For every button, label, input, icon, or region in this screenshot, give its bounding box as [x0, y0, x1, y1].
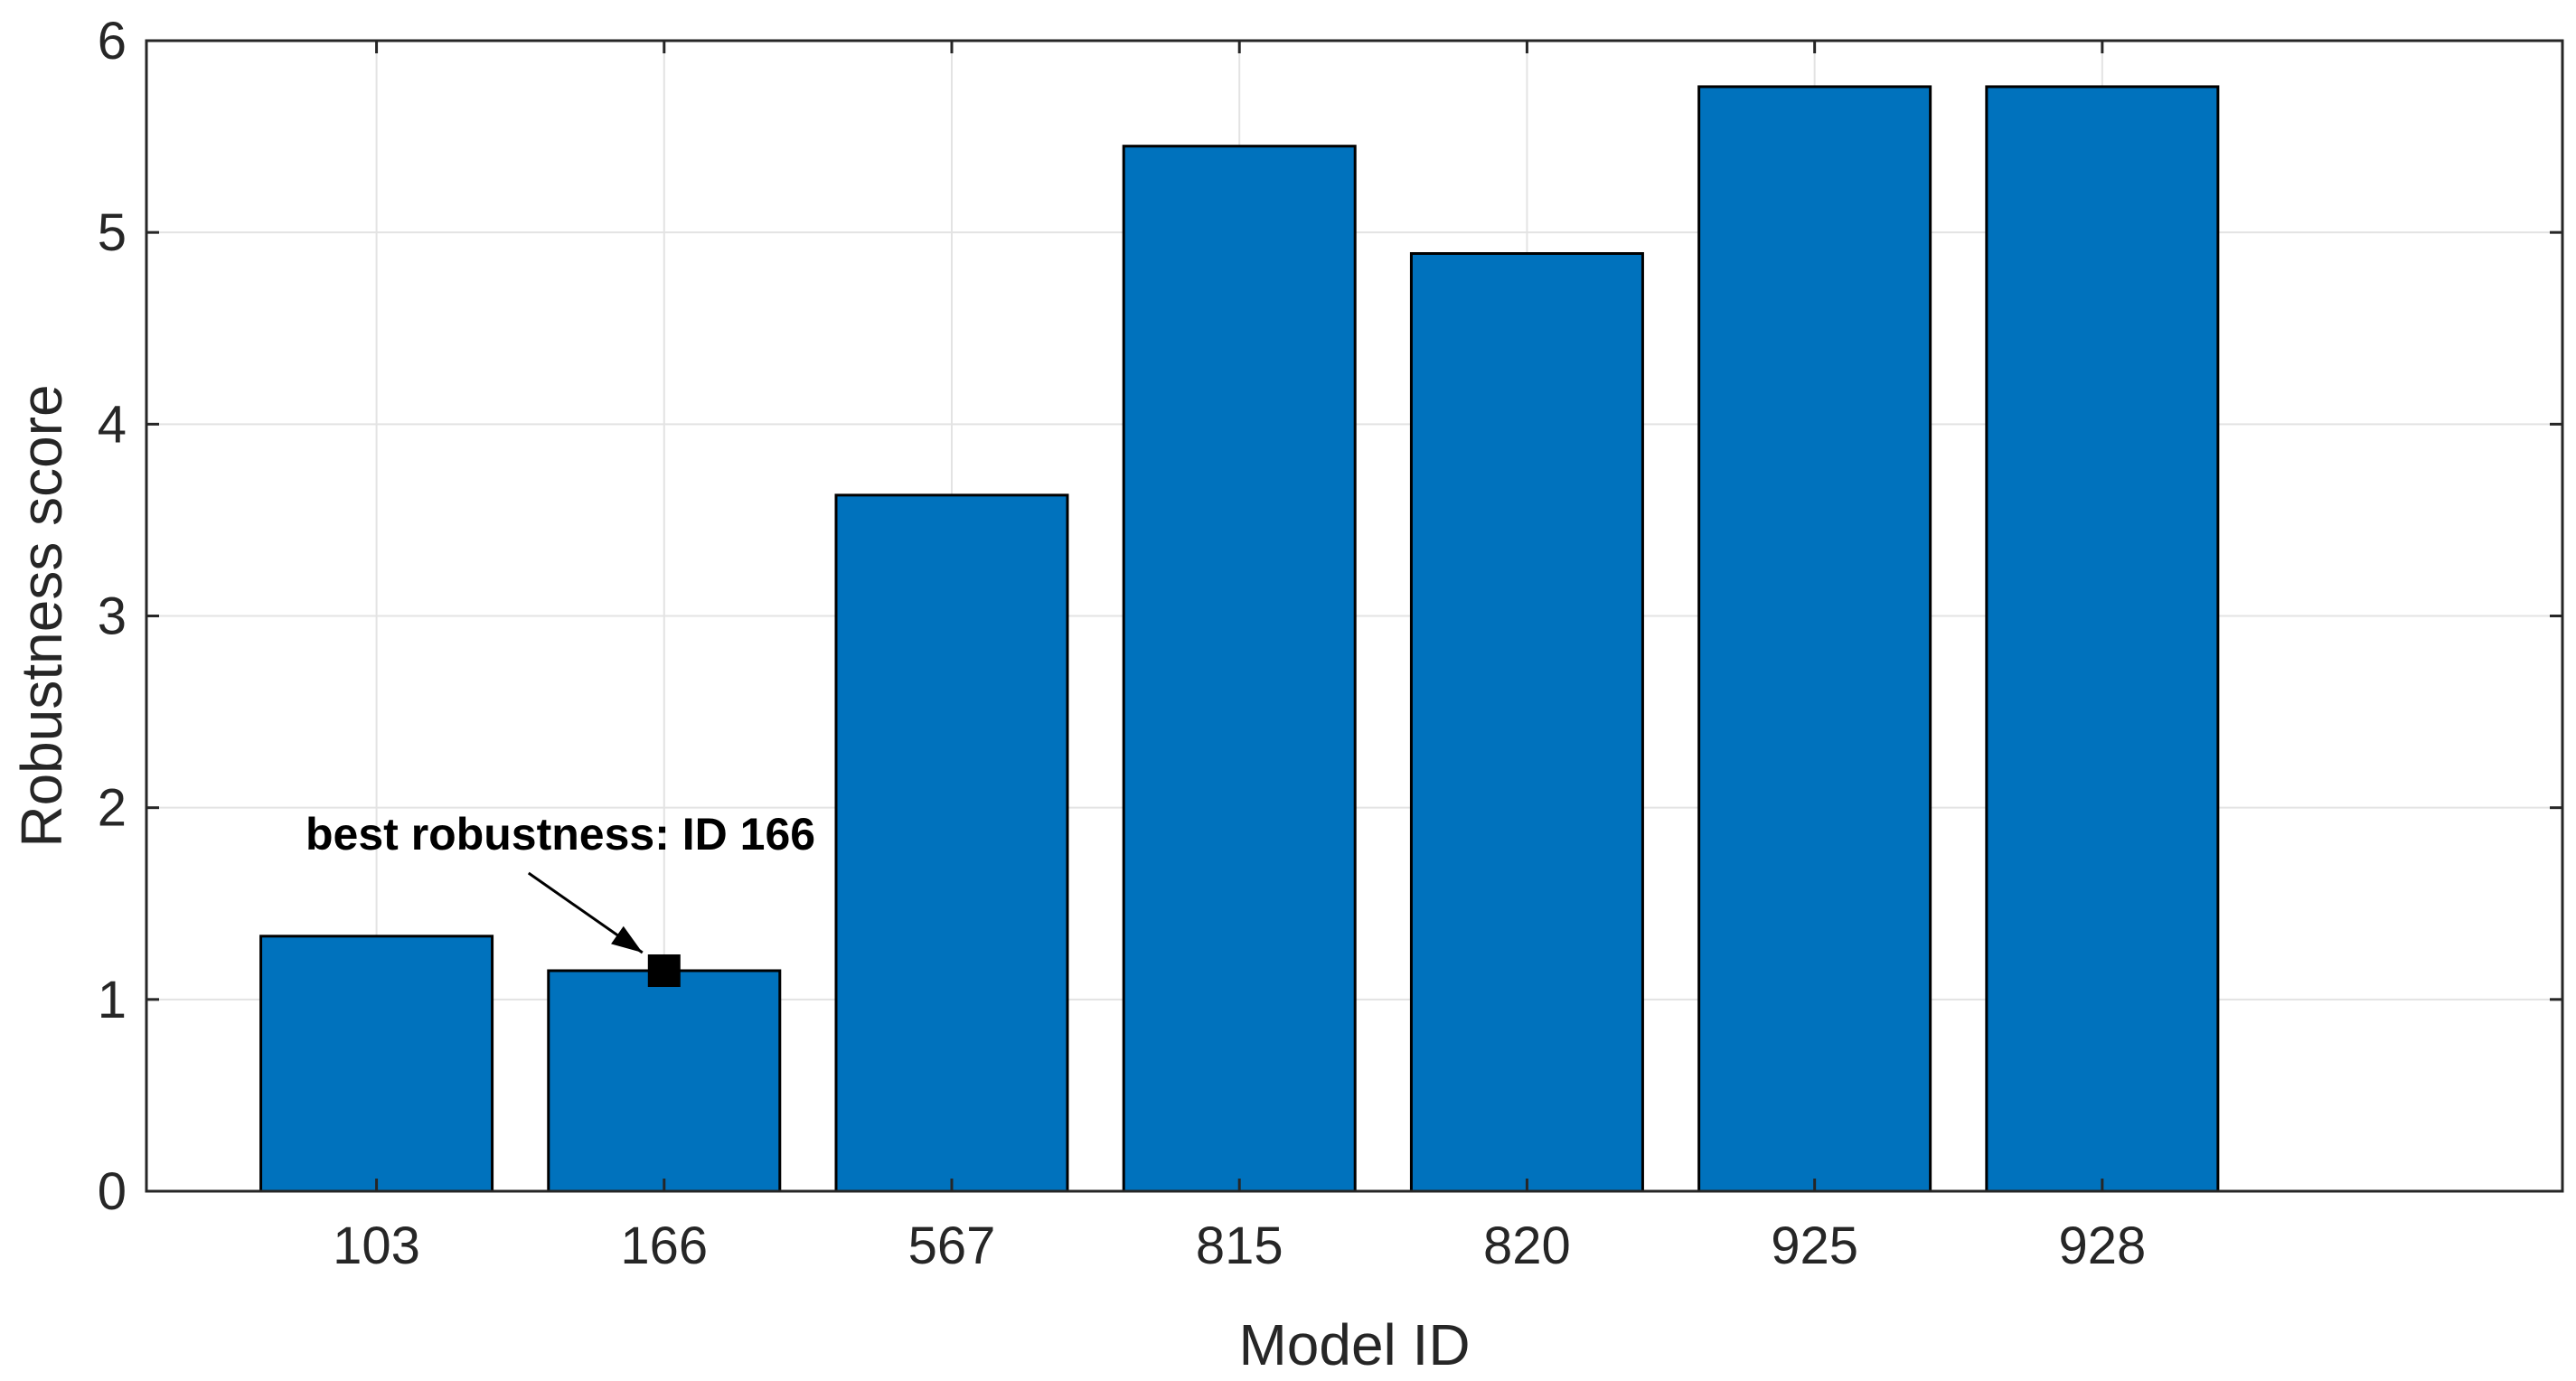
bar-815	[1122, 145, 1357, 1193]
x-tick-label: 567	[908, 1217, 996, 1275]
y-tick-label: 1	[98, 971, 127, 1029]
x-tick-label: 815	[1196, 1217, 1283, 1275]
bar-928	[1985, 85, 2220, 1193]
y-tick-label: 2	[98, 779, 127, 838]
bar-820	[1409, 252, 1644, 1193]
bar-166	[547, 969, 782, 1193]
y-tick-label: 4	[98, 395, 127, 454]
x-axis-title: Model ID	[1238, 1312, 1470, 1377]
y-tick-label: 5	[98, 203, 127, 262]
y-axis-title: Robustness score	[9, 384, 74, 847]
y-tick-label: 6	[98, 12, 127, 70]
x-tick-label: 925	[1771, 1217, 1858, 1275]
ticks: 0 1 2 3 4 5 6 103 166 567 815 820 925 928	[98, 12, 2562, 1275]
x-tick-label: 166	[620, 1217, 708, 1275]
annotation: best robustness: ID 166	[306, 809, 815, 988]
y-tick-label: 0	[98, 1162, 127, 1221]
bar-925	[1697, 85, 1932, 1193]
x-tick-label: 103	[333, 1217, 420, 1275]
x-tick-label: 928	[2058, 1217, 2146, 1275]
bars	[259, 85, 2220, 1193]
annotation-label: best robustness: ID 166	[306, 809, 815, 860]
annotation-arrow-head	[611, 925, 643, 954]
black-square-marker	[647, 954, 681, 988]
x-tick-label: 820	[1483, 1217, 1571, 1275]
y-tick-label: 3	[98, 587, 127, 646]
bar-103	[259, 935, 494, 1193]
bar-567	[834, 493, 1069, 1193]
